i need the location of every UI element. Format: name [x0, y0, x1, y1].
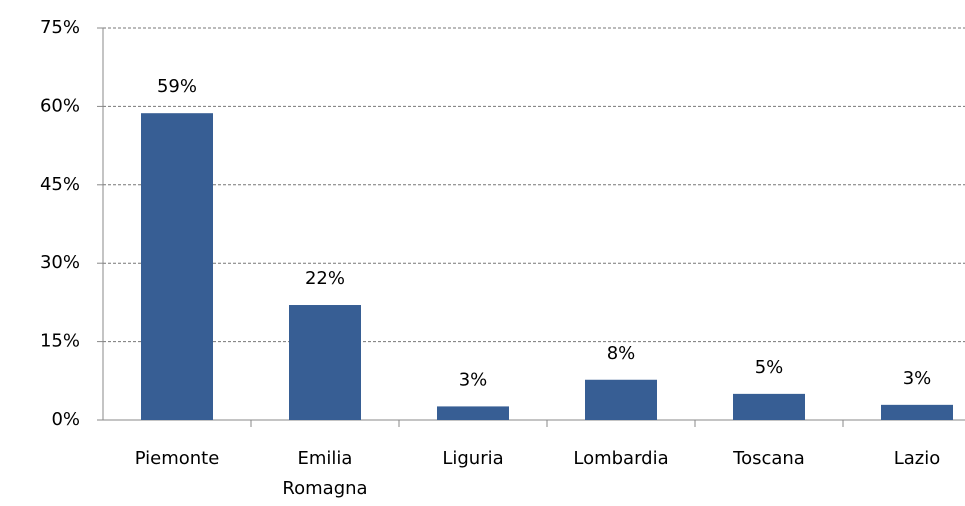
value-label: 8% [607, 343, 636, 364]
x-tick-label: Lazio [893, 448, 941, 469]
y-tick-label: 30% [40, 252, 80, 273]
bar [585, 379, 657, 420]
bar [881, 404, 953, 420]
x-tick-label: Emilia Romagna [282, 448, 368, 499]
y-tick-label: 45% [40, 174, 80, 195]
value-label: 3% [903, 368, 932, 389]
x-tick-label: Toscana [733, 448, 805, 469]
value-label: 59% [157, 76, 197, 97]
bar [437, 406, 509, 420]
y-tick-label: 60% [40, 95, 80, 116]
bar [141, 113, 213, 420]
x-tick-label: Liguria [442, 448, 504, 469]
y-tick-label: 15% [40, 331, 80, 352]
value-label: 3% [459, 369, 488, 390]
x-tick-label: Piemonte [134, 448, 220, 469]
y-tick-label: 0% [51, 409, 80, 430]
bar [289, 305, 361, 420]
value-label: 5% [755, 357, 784, 378]
y-tick-label: 75% [40, 17, 80, 38]
value-label: 22% [305, 268, 345, 289]
x-tick-label: Lombardia [573, 448, 669, 469]
bar [733, 393, 805, 420]
